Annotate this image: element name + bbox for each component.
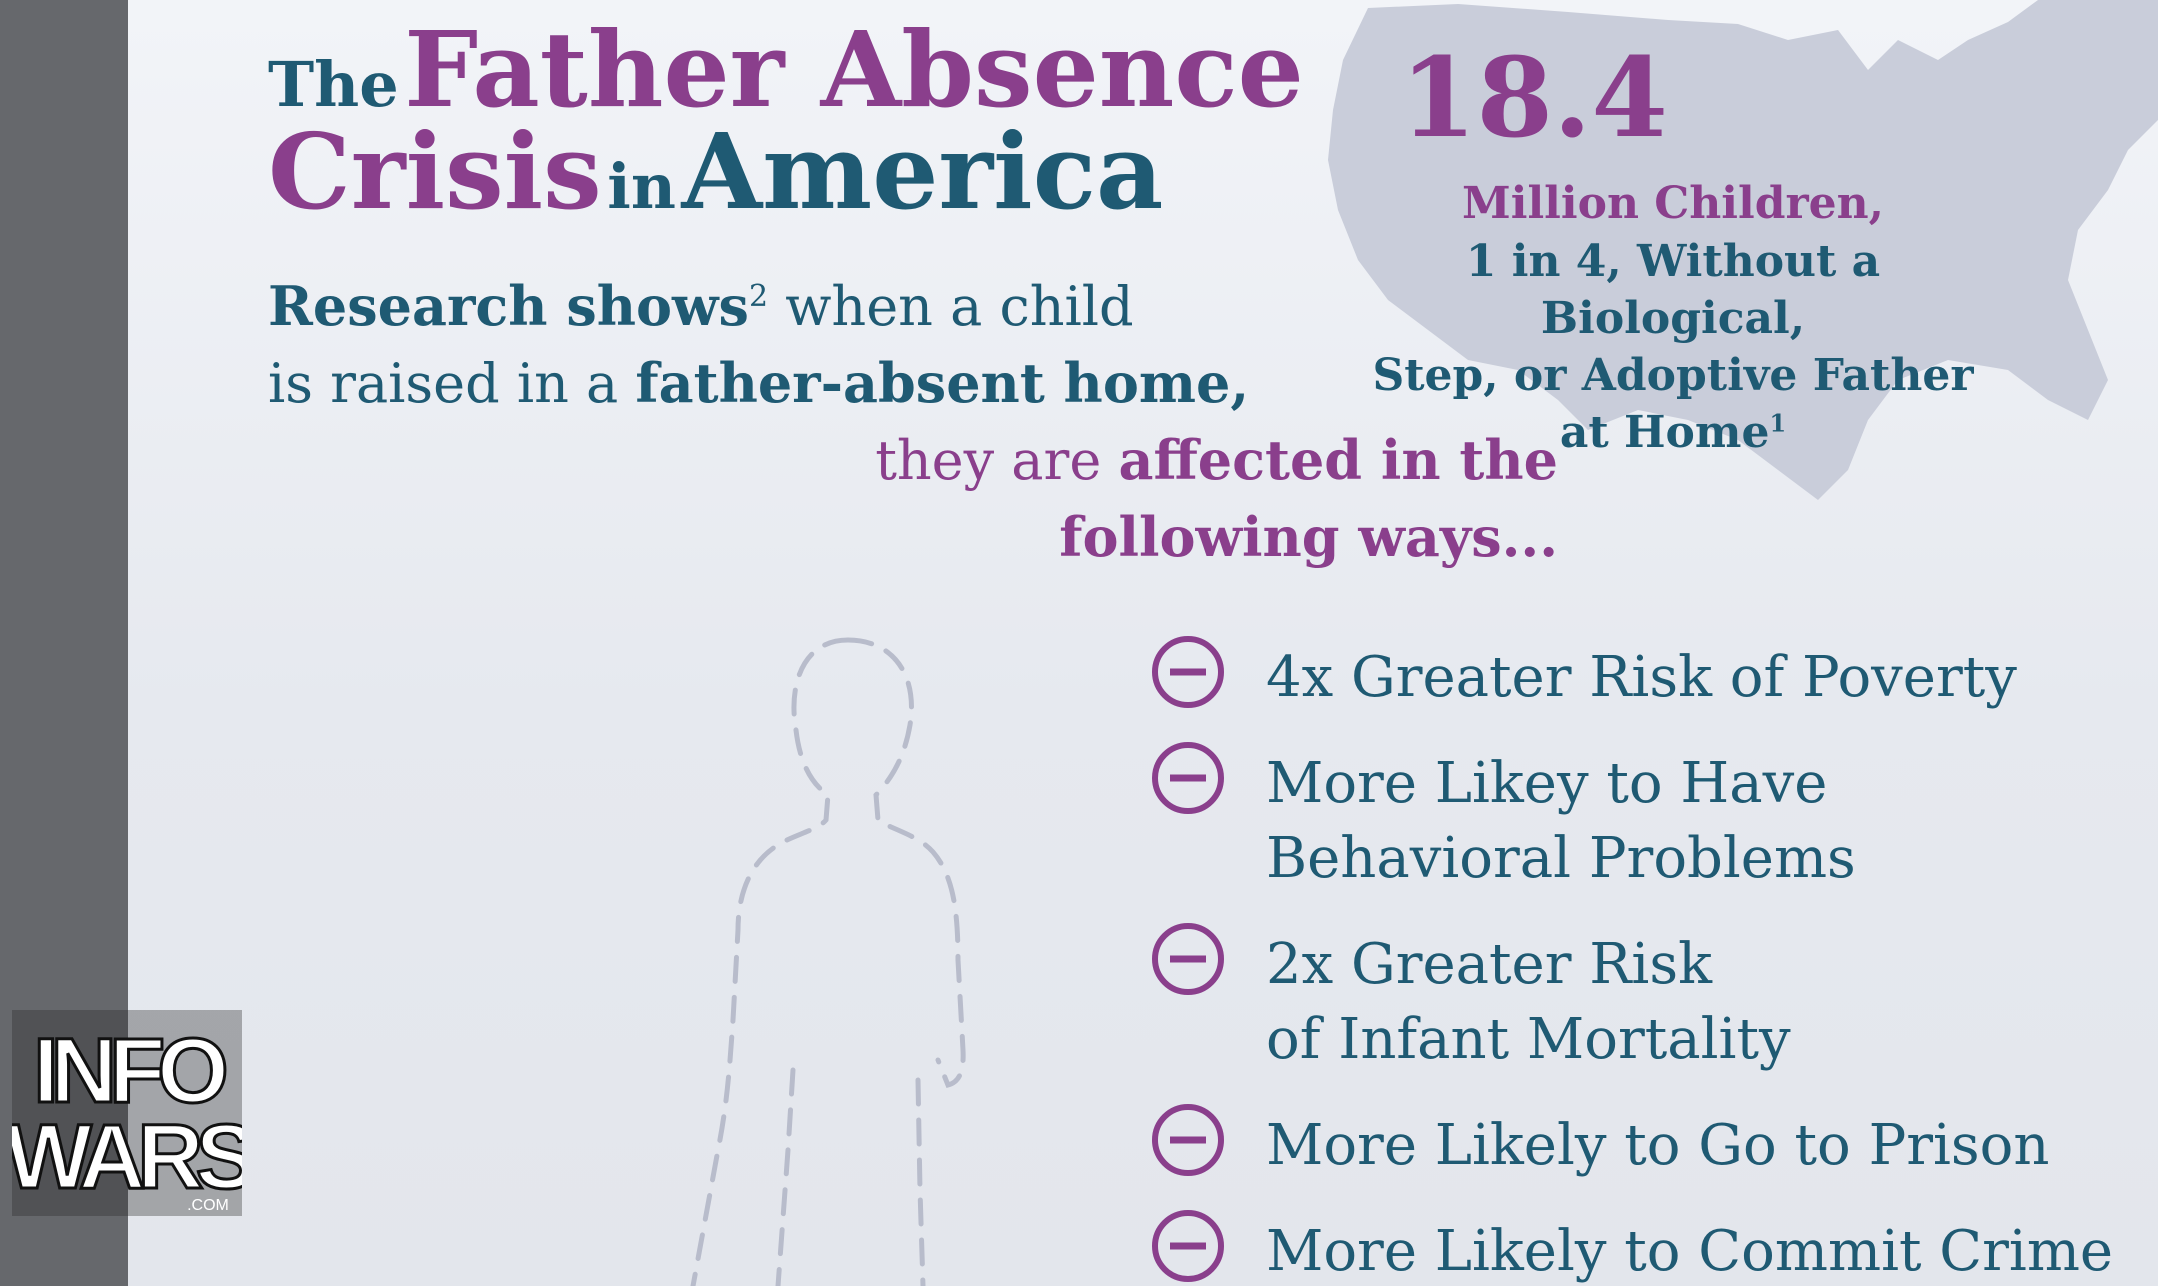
title-crisis: Crisis (268, 110, 602, 233)
stat-line-3: Step, or Adoptive Father (1372, 350, 1974, 402)
effect-item: More Likely to Commit Crime (1148, 1210, 2158, 1286)
title-in: in (607, 150, 676, 223)
stat-line-4-text: at Home (1559, 407, 1770, 459)
infowars-logo: INFO WARS .COM (12, 1010, 242, 1216)
effect-label: 4x Greater Risk of Poverty (1266, 645, 2017, 710)
stat-line-1: Million Children, (1462, 177, 1884, 229)
title-line-2: Crisis in America (268, 120, 1368, 224)
title-the: The (268, 48, 399, 121)
page-title: The Father Absence Crisis in America (268, 18, 1368, 224)
research-line-3: they are affected in the (268, 422, 1558, 499)
research-following-ways: following ways... (1059, 505, 1558, 569)
stat-number: 18.4 (1400, 33, 1668, 162)
title-father-absence: Father Absence (404, 8, 1304, 131)
effect-item: 4x Greater Risk of Poverty (1148, 636, 2158, 715)
effect-item: More Likely to Go to Prison (1148, 1104, 2158, 1183)
statistic-callout: 18.4 Million Children, 1 in 4, Without a… (1328, 40, 2018, 462)
research-line-2: is raised in a father-absent home, (268, 345, 1558, 422)
logo-suffix: .COM (187, 1197, 229, 1214)
minus-circle-icon (1152, 923, 1224, 995)
title-line-1: The Father Absence (268, 18, 1368, 122)
research-statement: Research shows2 when a child is raised i… (268, 268, 1558, 576)
research-shows: Research shows (268, 274, 749, 338)
left-side-bar (0, 0, 128, 1286)
effect-label: More Likely to Commit Crime (1266, 1219, 2114, 1284)
effect-item: More Likey to Have Behavioral Problems (1148, 742, 2158, 896)
minus-circle-icon (1152, 636, 1224, 708)
research-affected-in-the: affected in the (1118, 428, 1558, 492)
research-line-4: following ways... (268, 499, 1558, 576)
research-footnote: 2 (748, 279, 769, 314)
stat-line-4: at Home1 (1328, 404, 2018, 461)
effect-label: More Likely to Go to Prison (1266, 1113, 2050, 1178)
research-line-1: Research shows2 when a child (268, 268, 1558, 345)
minus-circle-icon (1152, 1104, 1224, 1176)
stat-line-2: 1 in 4, Without a Biological, (1465, 235, 1881, 345)
effect-item: 2x Greater Risk of Infant Mortality (1148, 923, 2158, 1077)
research-when-a-child: when a child (768, 275, 1134, 338)
minus-circle-icon (1152, 742, 1224, 814)
title-america: America (681, 110, 1164, 233)
research-is-raised: is raised in a (268, 352, 636, 415)
effect-label: More Likey to Have Behavioral Problems (1266, 751, 1856, 891)
stat-footnote: 1 (1769, 408, 1787, 438)
infographic-panel: The Father Absence Crisis in America 18.… (128, 0, 2158, 1286)
child-silhouette-icon (690, 637, 966, 1286)
research-they-are: they are (875, 429, 1119, 492)
usa-map-icon (1328, 0, 2158, 500)
research-father-absent-home: father-absent home, (635, 351, 1250, 415)
logo-line-1: INFO (33, 1020, 225, 1122)
effect-label: 2x Greater Risk of Infant Mortality (1266, 932, 1791, 1072)
logo-line-2: WARS (12, 1106, 242, 1208)
effects-list: 4x Greater Risk of Poverty More Likey to… (1148, 636, 2158, 1286)
minus-circle-icon (1152, 1210, 1224, 1282)
